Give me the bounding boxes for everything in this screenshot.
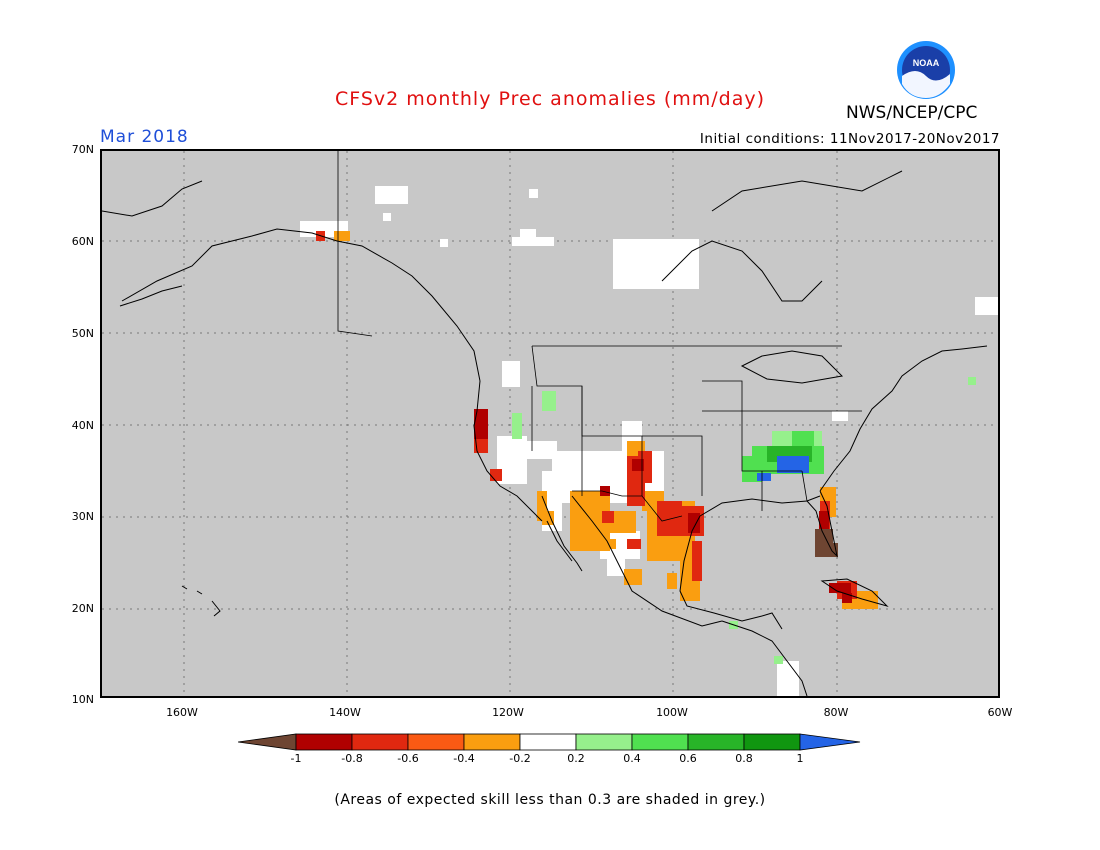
precip-anomaly-map xyxy=(100,149,1000,698)
lon-label-100w: 100W xyxy=(656,706,688,719)
lat-label-70n: 70N xyxy=(71,143,94,156)
colorbar-label: -0.2 xyxy=(509,752,531,765)
noaa-logo: NOAA xyxy=(896,40,956,100)
colorbar-bin-5 xyxy=(519,733,577,751)
anomaly-cells xyxy=(300,186,998,696)
forecast-month: Mar 2018 xyxy=(100,127,189,147)
colorbar-upper-arrow xyxy=(799,733,861,751)
lon-label-120w: 120W xyxy=(492,706,524,719)
lat-label-40n: 40N xyxy=(71,419,94,432)
logo-text: NOAA xyxy=(913,58,940,68)
agency-label: NWS/NCEP/CPC xyxy=(846,103,978,123)
colorbar-bin-6 xyxy=(575,733,633,751)
chart-title: CFSv2 monthly Prec anomalies (mm/day) xyxy=(334,88,766,110)
lon-label-60w: 60W xyxy=(987,706,1013,719)
lat-label-10n: 10N xyxy=(71,693,94,706)
lat-label-20n: 20N xyxy=(71,602,94,615)
colorbar-bin-9 xyxy=(743,733,801,751)
colorbar-bin-4 xyxy=(463,733,521,751)
lon-label-160w: 160W xyxy=(166,706,198,719)
political-borders xyxy=(337,151,862,522)
colorbar-label: -0.8 xyxy=(341,752,363,765)
colorbar xyxy=(238,733,861,751)
lon-label-140w: 140W xyxy=(329,706,361,719)
colorbar-bin-7 xyxy=(631,733,689,751)
colorbar-lower-arrow xyxy=(238,733,297,751)
map-canvas xyxy=(102,151,998,696)
colorbar-label: -1 xyxy=(290,752,302,765)
lat-label-30n: 30N xyxy=(71,510,94,523)
colorbar-label: -0.4 xyxy=(453,752,475,765)
lat-label-50n: 50N xyxy=(71,327,94,340)
colorbar-label: -0.6 xyxy=(397,752,419,765)
colorbar-label: 0.8 xyxy=(735,752,753,765)
colorbar-label: 0.6 xyxy=(679,752,697,765)
colorbar-bin-8 xyxy=(687,733,745,751)
lon-label-80w: 80W xyxy=(823,706,849,719)
coastlines xyxy=(102,170,988,696)
colorbar-bin-2 xyxy=(351,733,409,751)
colorbar-label: 0.4 xyxy=(623,752,641,765)
colorbar-bin-1 xyxy=(295,733,353,751)
skill-footnote: (Areas of expected skill less than 0.3 a… xyxy=(334,792,766,808)
colorbar-label: 1 xyxy=(796,752,804,765)
colorbar-bin-3 xyxy=(407,733,465,751)
initial-conditions: Initial conditions: 11Nov2017-20Nov2017 xyxy=(699,131,1000,147)
lat-label-60n: 60N xyxy=(71,235,94,248)
colorbar-label: 0.2 xyxy=(567,752,585,765)
